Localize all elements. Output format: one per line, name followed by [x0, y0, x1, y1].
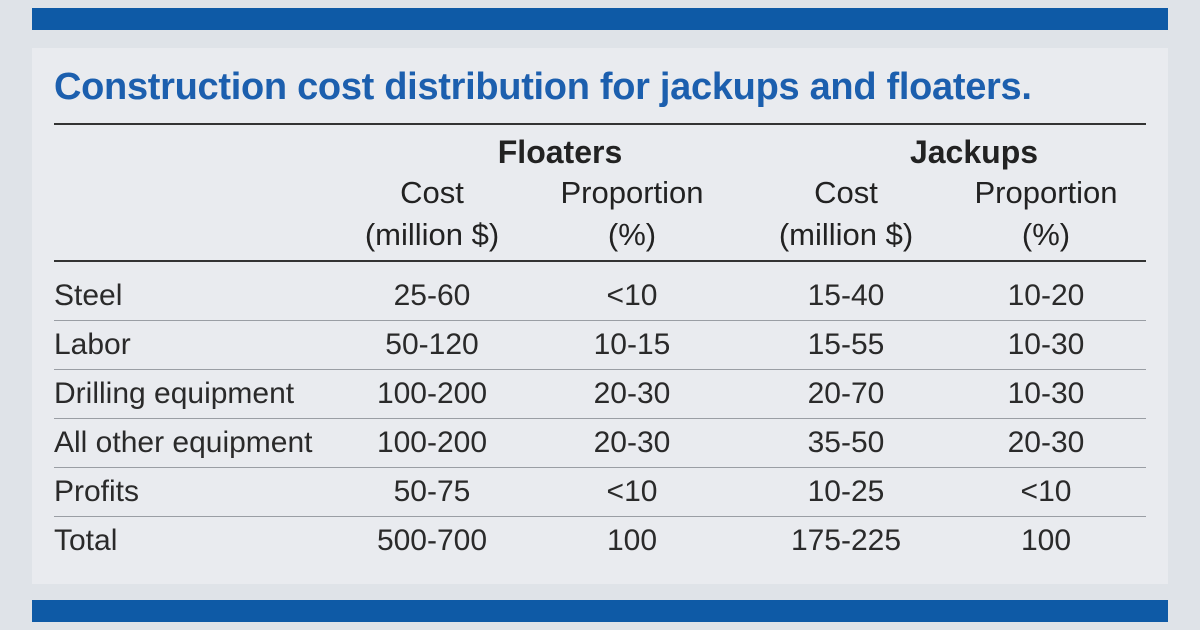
table-row: Drilling equipment 100-200 20-30 20-70 1… [54, 370, 1146, 418]
floaters-cost-cell: 500-700 [376, 524, 488, 557]
row-label: Steel [54, 279, 123, 312]
table-row: Steel 25-60 <10 15-40 10-20 [54, 272, 1146, 320]
bottom-accent-bar [32, 600, 1168, 622]
row-label: All other equipment [54, 426, 313, 459]
table-panel: Construction cost distribution for jacku… [32, 48, 1168, 584]
row-divider [54, 369, 1146, 370]
floaters-proportion-cell: <10 [606, 475, 658, 508]
row-label: Labor [54, 328, 131, 361]
floaters-cost-cell: 100-200 [376, 426, 488, 459]
floaters-proportion-cell: <10 [606, 279, 658, 312]
row-label: Drilling equipment [54, 377, 295, 410]
floaters-proportion-cell: 10-15 [593, 328, 671, 361]
jackups-proportion-cell: 20-30 [1007, 426, 1085, 459]
col-header-cost-line2: (million $) [778, 217, 914, 252]
jackups-proportion-cell: <10 [1020, 475, 1072, 508]
row-divider [54, 516, 1146, 517]
jackups-cost-cell: 15-55 [807, 328, 885, 361]
header-rule [54, 260, 1146, 262]
jackups-cost-cell: 175-225 [790, 524, 902, 557]
row-divider [54, 320, 1146, 321]
col-header-floaters-proportion: Proportion (%) [532, 172, 732, 256]
col-header-cost-line2: (million $) [364, 217, 500, 252]
row-divider [54, 418, 1146, 419]
jackups-cost-cell: 15-40 [807, 279, 885, 312]
row-divider [54, 467, 1146, 468]
floaters-proportion-cell: 100 [606, 524, 658, 557]
top-rule [54, 123, 1146, 125]
row-label: Total [54, 524, 118, 557]
jackups-proportion-cell: 10-30 [1007, 377, 1085, 410]
col-header-floaters-cost: Cost (million $) [332, 172, 532, 256]
top-accent-bar [32, 8, 1168, 30]
col-header-jackups-cost: Cost (million $) [746, 172, 946, 256]
jackups-cost-cell: 10-25 [807, 475, 885, 508]
table-row: All other equipment 100-200 20-30 35-50 … [54, 419, 1146, 467]
floaters-cost-cell: 25-60 [393, 279, 471, 312]
group-header-floaters: Floaters [497, 134, 623, 170]
floaters-proportion-cell: 20-30 [593, 377, 671, 410]
col-header-prop-line1: Proportion [560, 175, 704, 210]
group-header-jackups: Jackups [909, 134, 1039, 170]
jackups-proportion-cell: 10-30 [1007, 328, 1085, 361]
col-header-prop-line1: Proportion [974, 175, 1118, 210]
jackups-proportion-cell: 100 [1020, 524, 1072, 557]
jackups-cost-cell: 35-50 [807, 426, 885, 459]
col-header-jackups-proportion: Proportion (%) [946, 172, 1146, 256]
col-header-prop-line2: (%) [1021, 217, 1071, 252]
floaters-cost-cell: 50-120 [385, 328, 479, 361]
table-row: Profits 50-75 <10 10-25 <10 [54, 468, 1146, 516]
floaters-cost-cell: 100-200 [376, 377, 488, 410]
table-title: Construction cost distribution for jacku… [54, 66, 1032, 108]
row-label: Profits [54, 475, 140, 508]
table-row: Total 500-700 100 175-225 100 [54, 517, 1146, 565]
col-header-cost-line1: Cost [814, 175, 878, 210]
floaters-cost-cell: 50-75 [393, 475, 471, 508]
floaters-proportion-cell: 20-30 [593, 426, 671, 459]
jackups-cost-cell: 20-70 [807, 377, 885, 410]
col-header-cost-line1: Cost [400, 175, 464, 210]
col-header-prop-line2: (%) [607, 217, 657, 252]
jackups-proportion-cell: 10-20 [1007, 279, 1085, 312]
table-row: Labor 50-120 10-15 15-55 10-30 [54, 321, 1146, 369]
